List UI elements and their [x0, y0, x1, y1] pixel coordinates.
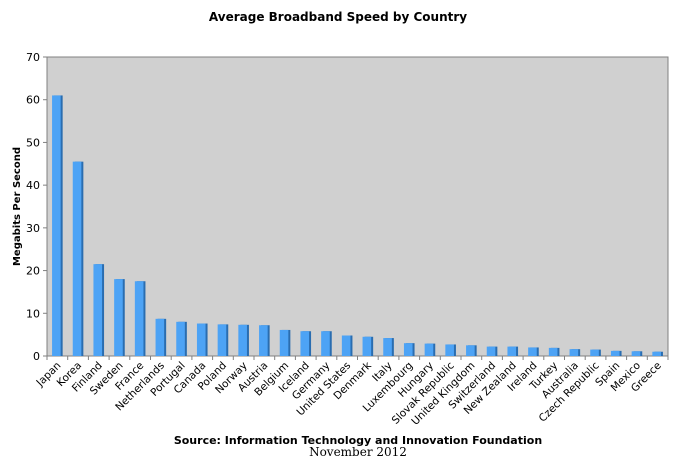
bar	[217, 324, 227, 356]
bar	[341, 335, 351, 356]
bar	[176, 321, 185, 356]
bar	[590, 349, 599, 356]
bar	[321, 331, 330, 356]
chart-date: November 2012	[309, 445, 407, 459]
y-tick-label: 30	[26, 222, 40, 235]
y-tick-label: 0	[33, 350, 40, 363]
bar	[652, 351, 661, 356]
bar	[610, 350, 620, 356]
bar	[93, 264, 103, 356]
bar	[466, 345, 475, 356]
chart-source: Source: Information Technology and Innov…	[173, 434, 543, 447]
bar	[196, 323, 206, 356]
y-tick-label: 50	[26, 136, 40, 149]
bar	[52, 95, 61, 356]
bar	[300, 331, 310, 356]
bar	[259, 325, 268, 356]
bar	[528, 347, 537, 356]
bar	[569, 349, 579, 356]
bar	[403, 343, 413, 356]
y-axis-label: Megabits Per Second	[12, 147, 23, 266]
bar	[486, 346, 496, 356]
plot-area	[46, 56, 669, 357]
bar	[279, 329, 289, 356]
bar	[238, 324, 247, 356]
bar	[114, 279, 123, 356]
bar	[362, 336, 372, 356]
bar	[631, 351, 641, 356]
y-tick-label: 60	[26, 94, 40, 107]
bar	[134, 281, 144, 356]
chart-title: Average Broadband Speed by Country	[208, 10, 468, 24]
y-tick-label: 40	[26, 179, 40, 192]
bar	[507, 346, 517, 356]
y-tick-label: 10	[26, 307, 40, 320]
bar	[445, 344, 454, 356]
y-tick-label: 70	[26, 51, 40, 64]
bar	[72, 161, 82, 356]
bar	[548, 347, 558, 356]
bar	[424, 343, 434, 356]
y-tick-label: 20	[26, 265, 40, 278]
bar	[383, 338, 392, 356]
bar	[155, 318, 165, 356]
